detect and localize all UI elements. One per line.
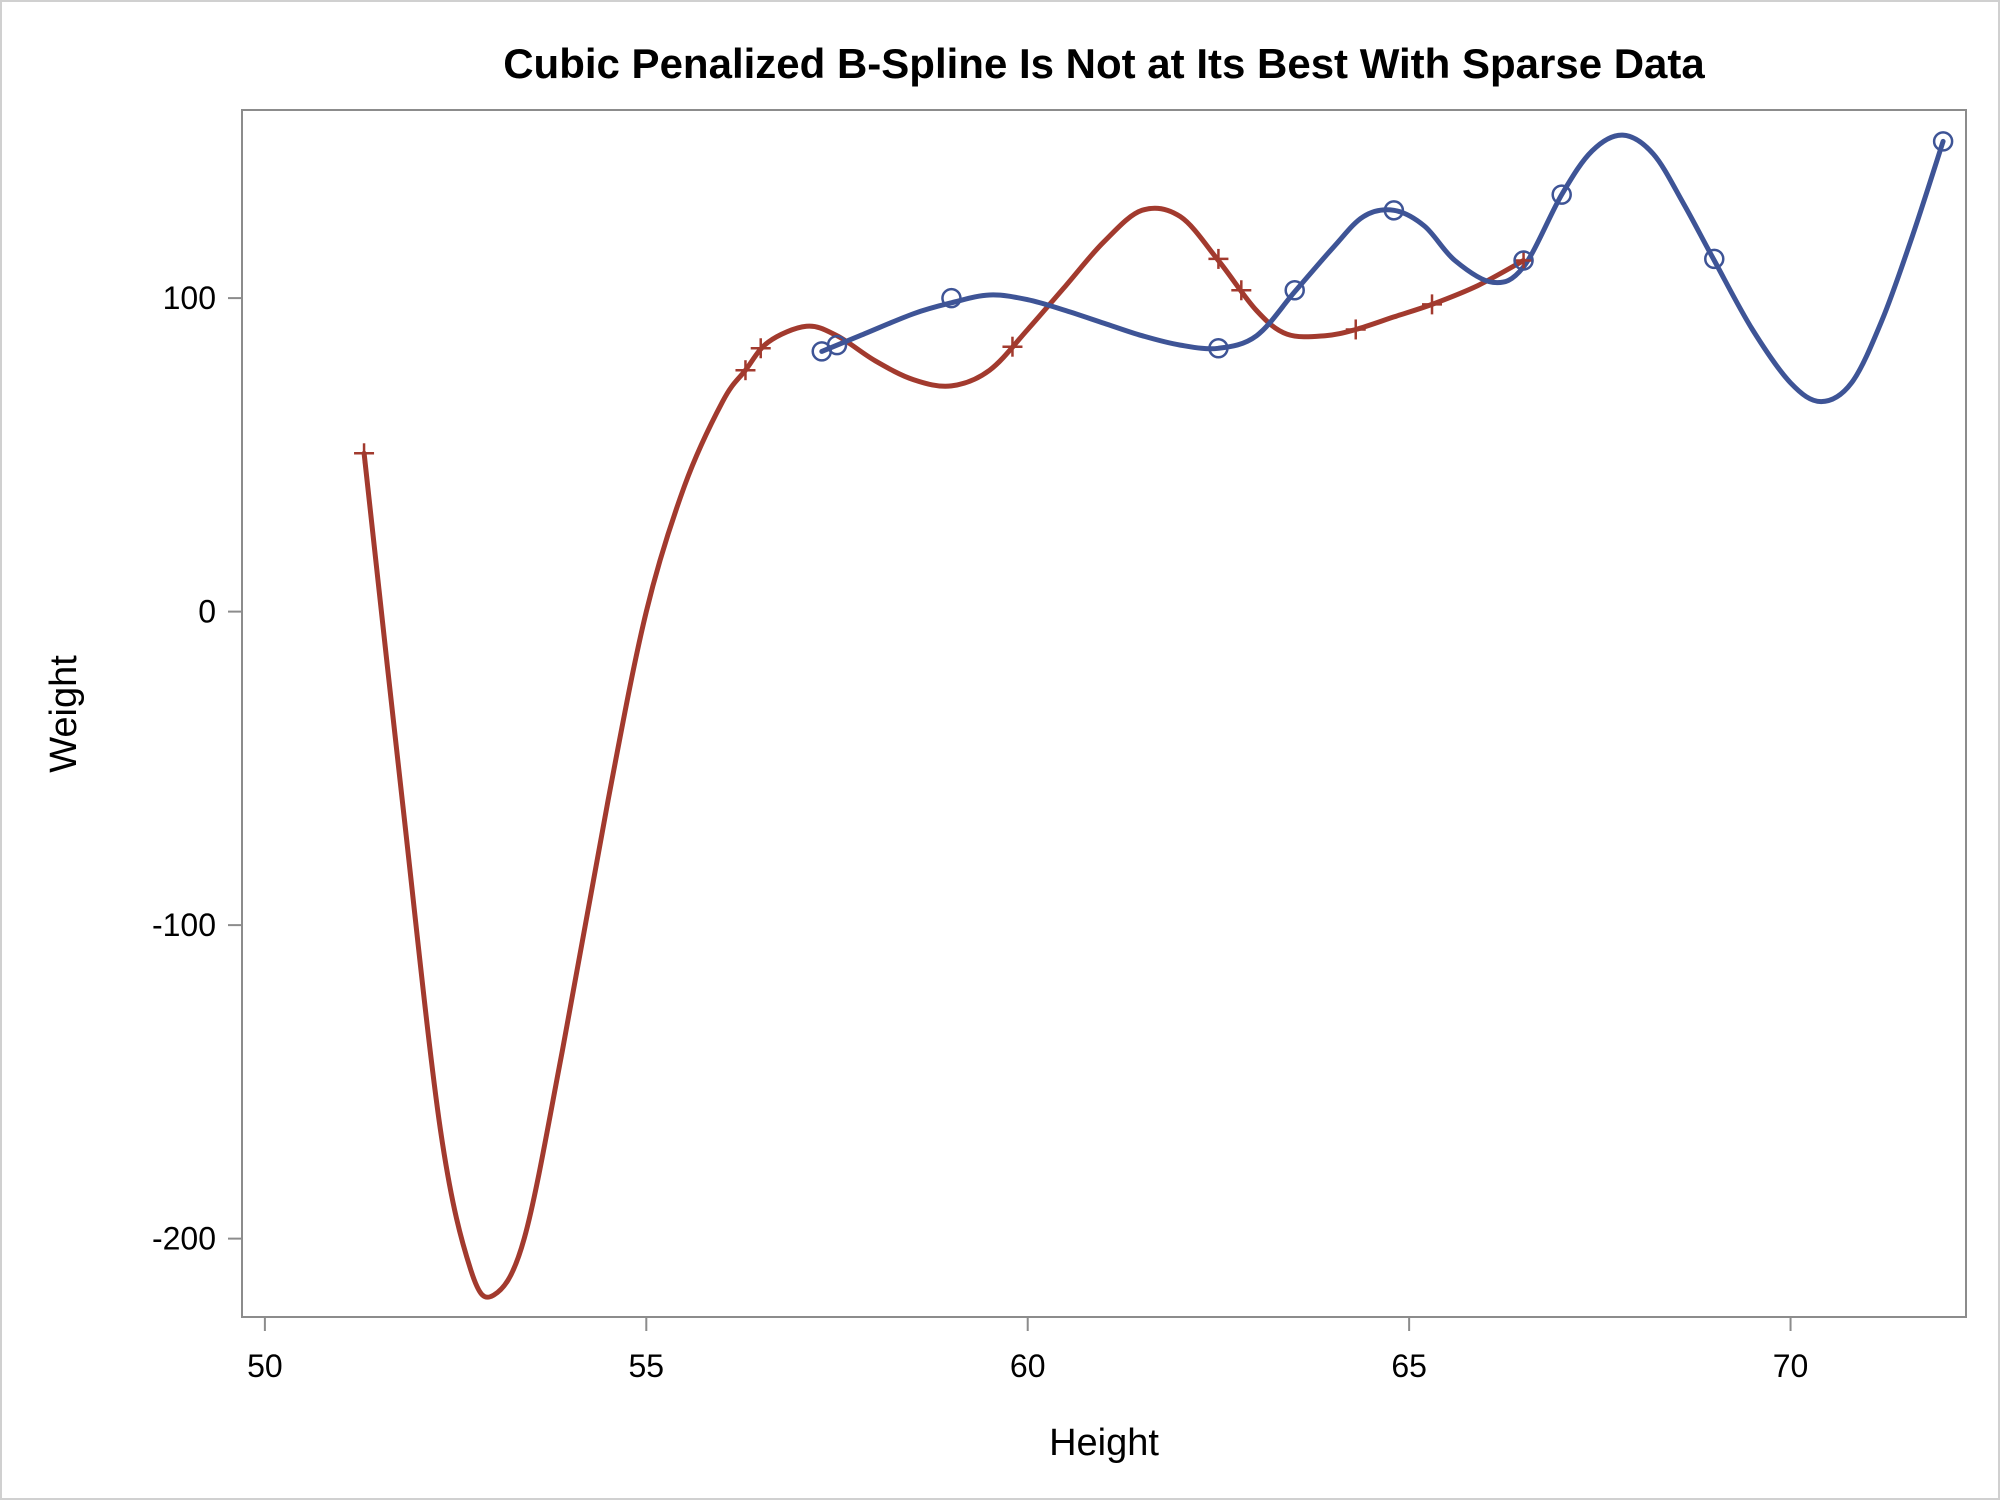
x-tick-label: 55	[629, 1348, 665, 1384]
circle-marker	[941, 287, 962, 309]
plus-marker	[1231, 280, 1252, 301]
chart-title: Cubic Penalized B-Spline Is Not at Its B…	[503, 40, 1705, 87]
y-tick-label: -200	[152, 1221, 216, 1257]
circle-marker	[1551, 184, 1572, 205]
plus-marker	[354, 443, 375, 464]
y-tick-label: 0	[198, 594, 216, 630]
circle-marker	[1932, 131, 1954, 152]
curves-layer	[361, 132, 1946, 1300]
circle-marker	[1208, 338, 1229, 359]
circle-marker	[826, 334, 848, 356]
circle-marker	[1284, 280, 1305, 301]
x-tick-label: 60	[1010, 1348, 1046, 1384]
circle-marker	[1383, 200, 1405, 221]
plus-marker	[750, 338, 771, 359]
x-axis-label: Height	[1049, 1422, 1159, 1464]
y-axis: -200 -100 0 100	[152, 280, 242, 1257]
x-tick-label: 50	[247, 1348, 283, 1384]
markers-layer	[354, 131, 1954, 464]
plus-marker	[1345, 319, 1366, 340]
y-axis-label: Weight	[43, 655, 85, 773]
blue-spline-curve	[819, 132, 1946, 405]
plus-marker	[1422, 294, 1443, 315]
plus-marker	[1513, 250, 1534, 271]
plus-marker	[735, 360, 756, 381]
plot-area	[241, 109, 1967, 1318]
y-tick-label: -100	[152, 907, 216, 943]
circle-marker	[1513, 250, 1534, 271]
x-tick-label: 70	[1773, 1348, 1809, 1384]
circle-marker	[1704, 248, 1725, 270]
plus-marker	[1208, 248, 1229, 269]
x-axis: 50 55 60 65 70	[247, 1317, 1808, 1384]
x-tick-label: 65	[1391, 1348, 1427, 1384]
red-spline-curve	[361, 205, 1527, 1300]
plus-marker	[1002, 336, 1023, 357]
y-tick-label: 100	[163, 280, 216, 316]
